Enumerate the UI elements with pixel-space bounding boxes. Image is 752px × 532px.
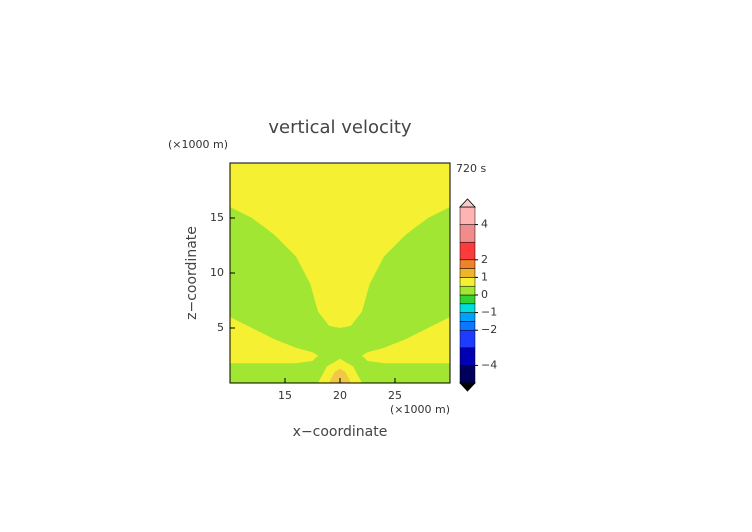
colorbar-extend-bottom: [459, 382, 476, 392]
colorbar-box: [459, 206, 476, 225]
y-unit: (×1000 m): [168, 138, 228, 151]
colorbar-box: [459, 365, 476, 384]
colorbar-box: [459, 321, 476, 331]
contour-region: [329, 368, 351, 383]
colorbar-box: [459, 277, 476, 287]
colorbar-box: [459, 329, 476, 349]
y-axis-label: z−coordinate: [184, 226, 200, 320]
contour-region: [362, 317, 450, 364]
colorbar-tick-label: −4: [481, 358, 497, 371]
x-tick-label: 15: [278, 389, 292, 402]
colorbar-box: [459, 241, 476, 261]
colorbar-box: [459, 285, 476, 296]
contour-region: [230, 207, 450, 383]
y-tick-label: 15: [210, 211, 224, 224]
time-label: 720 s: [456, 162, 486, 175]
colorbar-tick-label: −2: [481, 323, 497, 336]
x-unit: (×1000 m): [390, 403, 450, 416]
colorbar-tick-label: 1: [481, 270, 488, 283]
colorbar-box: [459, 312, 476, 322]
colorbar-box: [459, 268, 476, 278]
contour-region: [230, 317, 318, 364]
colorbar-tick-label: 0: [481, 288, 488, 301]
colorbar-box: [459, 347, 476, 366]
chart-title: vertical velocity: [268, 117, 412, 138]
y-tick-label: 10: [210, 266, 224, 279]
colorbar-tick-label: 4: [481, 218, 488, 231]
colorbar-box: [459, 303, 476, 313]
colorbar-tick-label: −1: [481, 306, 497, 319]
x-axis-label: x−coordinate: [293, 424, 388, 440]
x-tick-label: 20: [333, 389, 347, 402]
colorbar-box: [459, 294, 476, 305]
y-tick-label: 5: [217, 321, 224, 334]
colorbar-box: [459, 259, 476, 269]
colorbar-box: [459, 224, 476, 243]
colorbar-extend-top: [459, 198, 476, 208]
x-tick-label: 25: [388, 389, 402, 402]
colorbar-tick-label: 2: [481, 253, 488, 266]
